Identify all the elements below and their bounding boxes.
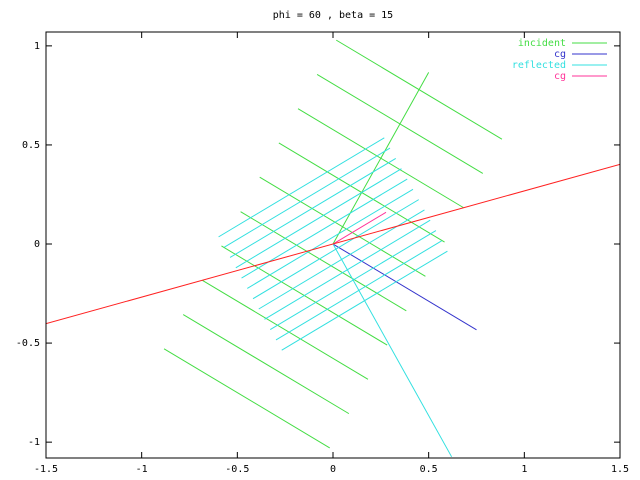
y-tick-label: 1 — [34, 41, 40, 52]
x-tick-label: 0.5 — [420, 464, 438, 475]
chart-title: phi = 60 , beta = 15 — [273, 10, 393, 21]
x-tick-label: 0 — [330, 464, 336, 475]
x-tick-label: 1.5 — [611, 464, 629, 475]
series-line — [46, 163, 620, 325]
y-tick-label: 0 — [34, 239, 40, 250]
x-tick-label: -0.5 — [225, 464, 249, 475]
series-line — [332, 211, 387, 245]
x-tick-label: -1.5 — [34, 464, 58, 475]
y-tick-label: 0.5 — [22, 140, 40, 151]
y-tick-label: -1 — [28, 437, 40, 448]
series-line — [218, 137, 453, 458]
series-line — [332, 243, 477, 331]
legend-label: incident — [518, 38, 566, 49]
legend-label: cg — [554, 71, 566, 82]
y-tick-label: -0.5 — [16, 338, 40, 349]
plot-frame — [45, 31, 621, 459]
legend-label: reflected — [512, 60, 566, 71]
legend-label: cg — [554, 49, 566, 60]
x-tick-label: -1 — [136, 464, 148, 475]
x-tick-label: 1 — [521, 464, 527, 475]
